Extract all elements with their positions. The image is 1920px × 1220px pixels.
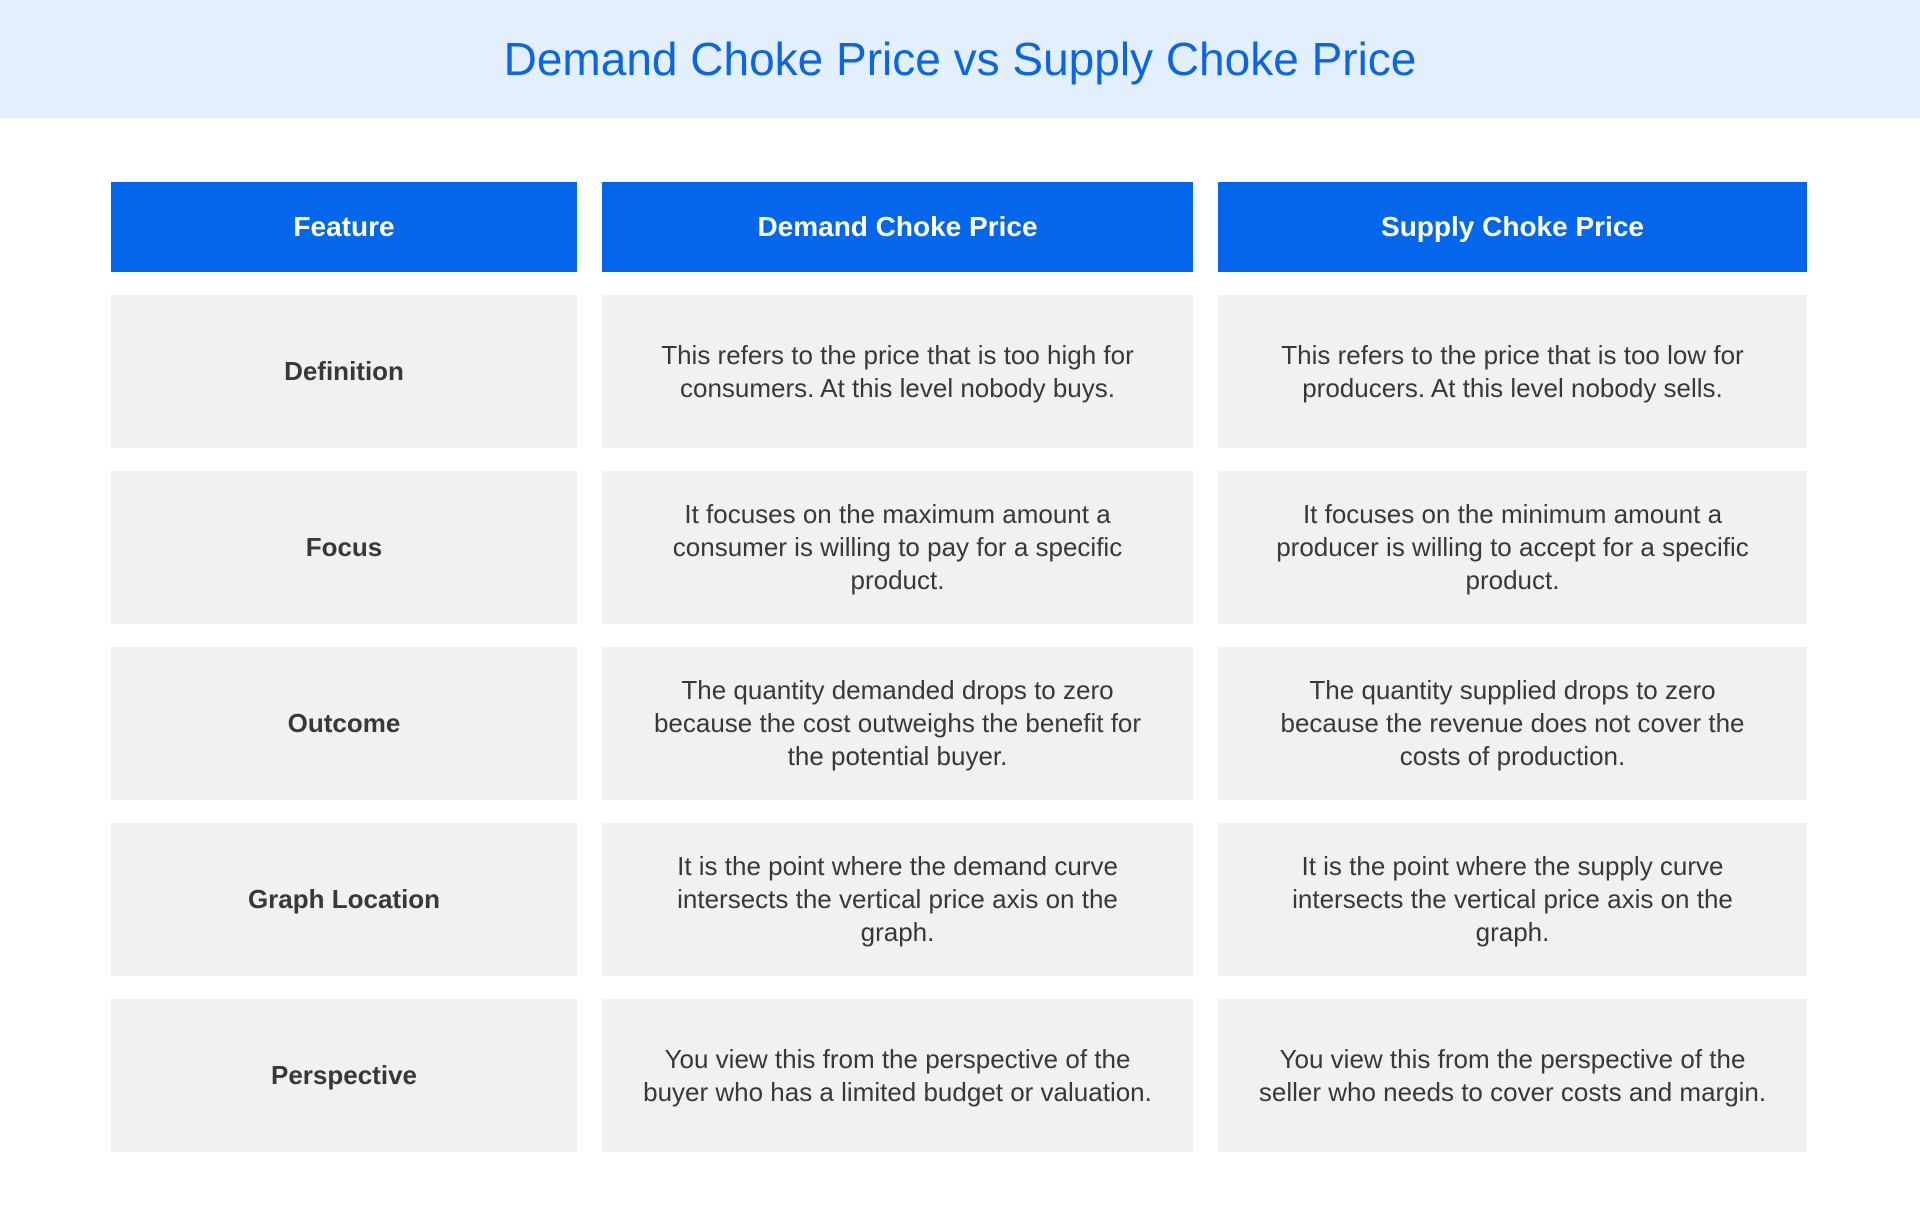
cell-text: The quantity demanded drops to zero beca… bbox=[653, 675, 1142, 771]
cell-text: It focuses on the maximum amount a consu… bbox=[672, 499, 1123, 595]
feature-cell: Perspective bbox=[111, 999, 577, 1152]
cell-text: Demand Choke Price bbox=[757, 211, 1038, 242]
feature-cell: Focus bbox=[111, 471, 577, 624]
table-cell: It is the point where the demand curve i… bbox=[602, 823, 1193, 976]
table-cell: It focuses on the maximum amount a consu… bbox=[602, 471, 1193, 624]
column-header: Feature bbox=[111, 182, 577, 272]
table-cell: This refers to the price that is too hig… bbox=[602, 295, 1193, 448]
cell-text: You view this from the perspective of th… bbox=[1258, 1043, 1767, 1107]
table-cell: You view this from the perspective of th… bbox=[602, 999, 1193, 1152]
cell-text: This refers to the price that is too low… bbox=[1281, 339, 1744, 403]
table-cell: It is the point where the supply curve i… bbox=[1218, 823, 1807, 976]
cell-text: You view this from the perspective of th… bbox=[643, 1043, 1152, 1107]
cell-text: Definition bbox=[284, 356, 404, 386]
cell-text: Focus bbox=[305, 532, 383, 562]
header: Demand Choke Price vs Supply Choke Price bbox=[0, 0, 1920, 118]
cell-text: The quantity supplied drops to zero beca… bbox=[1280, 675, 1745, 771]
feature-cell: Graph Location bbox=[111, 823, 577, 976]
table-cell: It focuses on the minimum amount a produ… bbox=[1218, 471, 1807, 624]
table-cell: The quantity supplied drops to zero beca… bbox=[1218, 647, 1807, 800]
cell-text: Feature bbox=[293, 211, 395, 242]
feature-cell: Definition bbox=[111, 295, 577, 448]
table-cell: The quantity demanded drops to zero beca… bbox=[602, 647, 1193, 800]
cell-text: Graph Location bbox=[247, 884, 441, 914]
cell-text: It is the point where the supply curve i… bbox=[1292, 851, 1733, 947]
cell-text: Supply Choke Price bbox=[1381, 211, 1644, 242]
cell-text: It focuses on the minimum amount a produ… bbox=[1276, 499, 1749, 595]
table-cell: This refers to the price that is too low… bbox=[1218, 295, 1807, 448]
cell-text: This refers to the price that is too hig… bbox=[661, 339, 1134, 403]
column-header: Supply Choke Price bbox=[1218, 182, 1807, 272]
feature-cell: Outcome bbox=[111, 647, 577, 800]
cell-text: Outcome bbox=[287, 708, 401, 738]
comparison-table: Feature Demand Choke Price Supply Choke Pr… bbox=[111, 182, 1807, 1152]
column-header: Demand Choke Price bbox=[602, 182, 1193, 272]
table-cell: You view this from the perspective of th… bbox=[1218, 999, 1807, 1152]
cell-text: It is the point where the demand curve i… bbox=[677, 851, 1118, 947]
cell-text: Perspective bbox=[271, 1060, 417, 1090]
title: Demand Choke Price vs Supply Choke Price bbox=[503, 33, 1417, 85]
